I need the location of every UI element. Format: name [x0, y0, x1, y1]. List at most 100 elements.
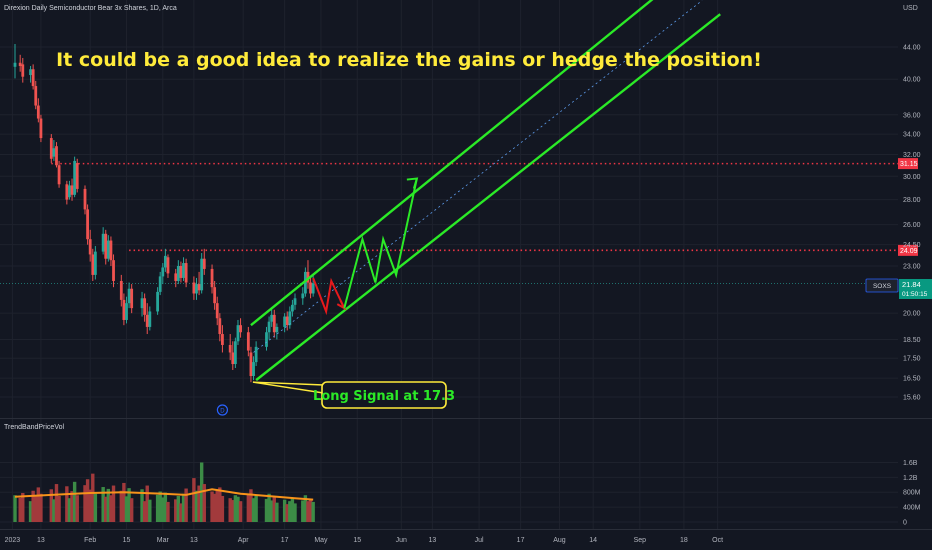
candle-body — [156, 291, 159, 312]
volume-bar — [88, 489, 92, 522]
volume-bar — [238, 501, 243, 522]
volume-bar — [36, 487, 41, 522]
candle-body — [119, 280, 123, 300]
volume-bar — [101, 487, 105, 522]
volume-bar — [13, 495, 17, 522]
long-signal-callout[interactable]: Long Signal at 17.3 — [252, 381, 455, 409]
volume-bar — [67, 498, 72, 522]
volume-bar — [236, 496, 240, 522]
volume-bar — [34, 496, 38, 522]
volume-bar — [272, 497, 276, 522]
candle-body — [174, 273, 178, 281]
time-axis[interactable]: 2023 13 Feb 15 Mar 13 Apr 17 May 15 Jun 13 Jul 17 Aug 1… — [5, 537, 724, 544]
candle-body — [130, 288, 134, 309]
level-price-text: 31.15 — [900, 161, 918, 168]
projection-up-path — [343, 178, 418, 309]
volume-bar — [18, 497, 22, 522]
candle-body — [288, 311, 292, 326]
time-tick-label: Jul — [475, 537, 484, 544]
candle-body — [91, 254, 95, 275]
volume-bar — [288, 501, 292, 522]
volume-bar — [129, 498, 134, 522]
volume-bar — [28, 501, 33, 522]
candle-body — [228, 344, 232, 353]
candle-body — [57, 165, 61, 185]
time-tick-label: 15 — [353, 537, 361, 544]
time-tick-label: Feb — [84, 537, 96, 544]
volume-bar — [215, 489, 219, 522]
bar-countdown: 01:50:15 — [902, 291, 928, 298]
callout-box — [321, 381, 447, 409]
volume-bar — [93, 493, 98, 522]
candle-body — [272, 314, 276, 333]
volume-bar — [251, 498, 256, 522]
volume-tick-label: 1.2B — [903, 475, 918, 482]
candle-body — [36, 105, 40, 119]
volume-bar — [57, 495, 61, 522]
event-symbol: D — [220, 409, 225, 415]
price-tick-label: 44.00 — [903, 45, 921, 52]
volume-bar — [124, 496, 129, 522]
volume-bar — [246, 494, 251, 522]
ticker-text: SOXS — [873, 283, 892, 290]
candle-body — [122, 299, 126, 320]
candle-body — [148, 311, 152, 327]
candle-body — [293, 298, 297, 305]
price-tick-label: 30.00 — [903, 174, 921, 181]
event-icon — [216, 404, 229, 416]
time-tick-label: 17 — [517, 537, 525, 544]
candle-body — [112, 260, 115, 281]
volume-bar — [72, 481, 77, 522]
candle-body — [213, 287, 217, 304]
candle-body — [143, 298, 147, 315]
time-tick-label: Mar — [157, 537, 170, 544]
volume-bar — [122, 482, 126, 522]
volume-bar — [218, 487, 222, 522]
candle-body — [249, 352, 253, 377]
volume-bar — [220, 495, 225, 522]
candle-body — [140, 298, 144, 309]
volume-bar — [161, 497, 165, 522]
candle-body — [163, 255, 167, 268]
candle-body — [309, 282, 312, 294]
price-tick-label: 32.00 — [903, 152, 921, 159]
volume-bar — [285, 504, 289, 522]
volume-bar — [119, 490, 124, 522]
candle-body — [270, 314, 274, 322]
volume-axis[interactable]: 1.6B 1.2B 800M 400M 0 — [903, 460, 921, 527]
headline-annotation[interactable]: It could be a good idea to realize the g… — [56, 49, 762, 71]
level-price-tag — [898, 158, 918, 170]
price-projection[interactable] — [312, 177, 419, 316]
candle-body — [166, 257, 170, 274]
dividend-event-marker[interactable]: D — [216, 404, 229, 416]
volume-bar — [39, 493, 43, 522]
time-tick-label: May — [314, 537, 328, 544]
price-candles — [13, 44, 315, 383]
candle-body — [86, 209, 89, 240]
volume-bar — [65, 486, 69, 522]
volume-bar — [142, 501, 147, 522]
volume-bar — [303, 495, 308, 522]
time-tick-label: Sep — [634, 537, 647, 544]
candle-body — [239, 325, 242, 333]
candle-body — [176, 265, 180, 281]
volume-bar — [109, 495, 113, 522]
volume-bar — [293, 503, 297, 522]
channel-lower-line — [255, 13, 721, 382]
last-price-tag[interactable]: SOXS 21.84 01:50:15 — [865, 278, 932, 299]
channel-upper-line — [250, 0, 654, 327]
price-axis[interactable]: 44.00 40.00 36.00 34.00 32.00 30.00 28.00 26.00… — [903, 45, 921, 402]
volume-bar — [54, 484, 59, 522]
volume-bar — [83, 485, 87, 522]
price-tick-label: 17.50 — [903, 356, 921, 363]
price-tick-label: 40.00 — [903, 77, 921, 84]
price-tick-label: 34.00 — [903, 132, 921, 139]
volume-bar — [311, 501, 315, 522]
projection-down-path — [312, 277, 346, 316]
time-tick-label: Aug — [553, 537, 566, 544]
volume-bar — [49, 489, 53, 522]
volume-bar — [275, 502, 279, 522]
volume-bar — [158, 491, 162, 522]
volume-bar — [269, 500, 274, 522]
